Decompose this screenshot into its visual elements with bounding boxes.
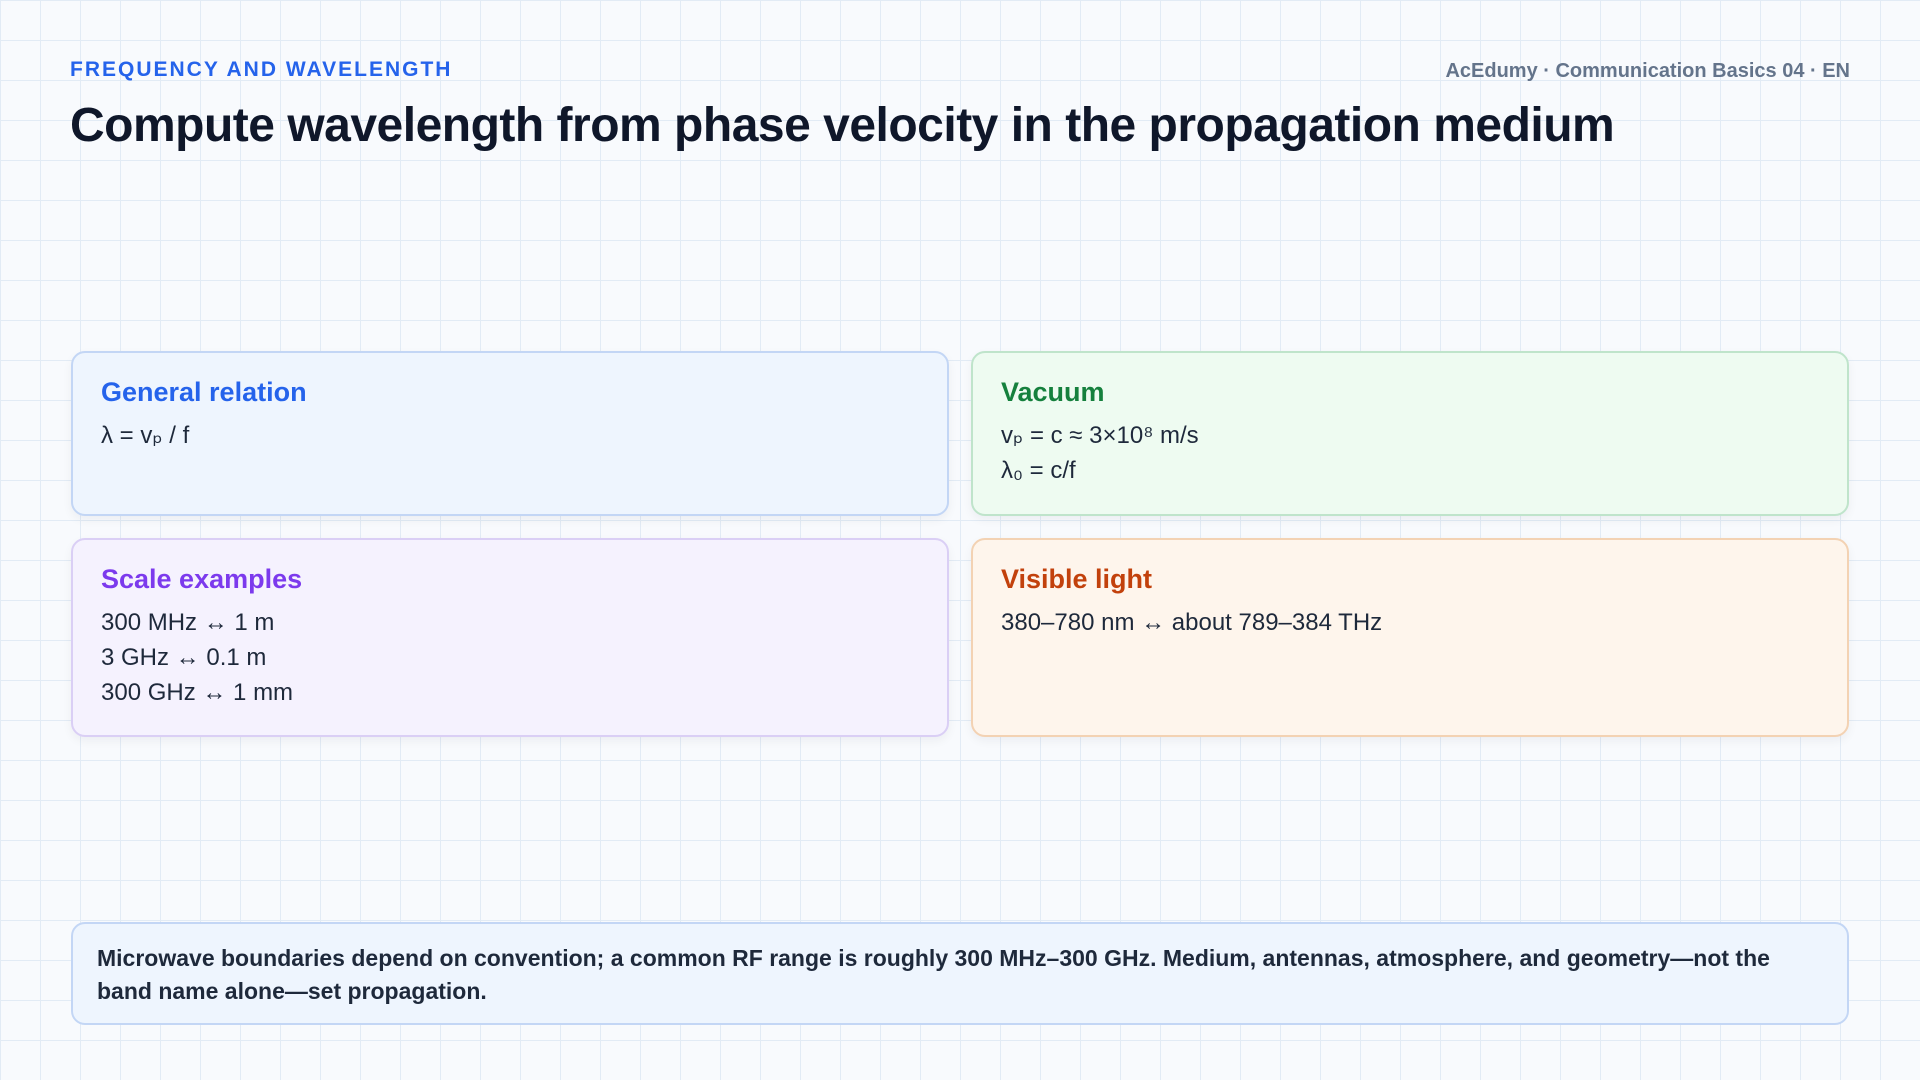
card: Vacuum vₚ = c ≈ 3×10⁸ m/s λ₀ = c/f [971, 351, 1849, 516]
card-line: λ = vₚ / f [101, 422, 190, 449]
card: Visible light 380–780 nm ↔ about 789–384 … [971, 538, 1849, 737]
title: Compute wavelength from phase velocity i… [70, 99, 1615, 152]
card-line: 380–780 nm ↔ about 789–384 THz [1001, 609, 1383, 636]
card-line: 300 MHz ↔ 1 m [101, 609, 275, 636]
card-line: 3 GHz ↔ 0.1 m [101, 644, 267, 671]
card: General relation λ = vₚ / f [71, 351, 949, 516]
meta: AcEdumy · Communication Basics 04 · EN [1445, 60, 1850, 82]
card-line: λ₀ = c/f [1001, 457, 1076, 484]
card-line: vₚ = c ≈ 3×10⁸ m/s [1001, 422, 1199, 449]
card-line: 300 GHz ↔ 1 mm [101, 679, 294, 706]
footer-note: Microwave boundaries depend on conventio… [71, 922, 1849, 1025]
card-title: Vacuum [1001, 377, 1105, 407]
card-title: General relation [101, 377, 307, 407]
card-title: Visible light [1001, 564, 1153, 594]
kicker: FREQUENCY AND WAVELENGTH [70, 58, 453, 81]
card: Scale examples 300 MHz ↔ 1 m 3 GHz ↔ 0.1 m… [71, 538, 949, 737]
card-title: Scale examples [101, 564, 303, 594]
